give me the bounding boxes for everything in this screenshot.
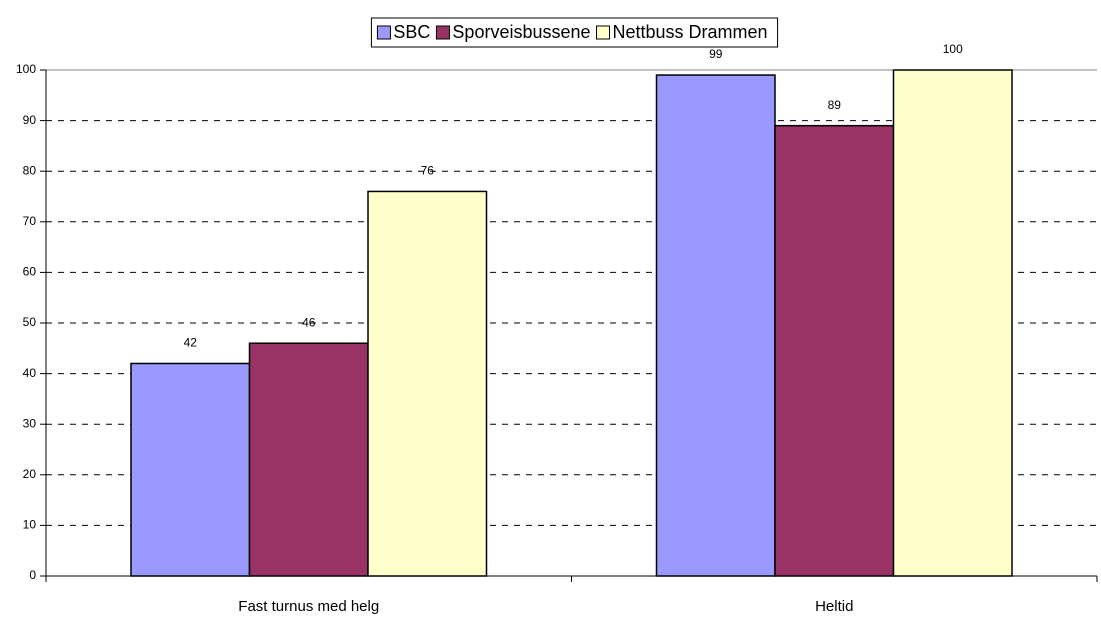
y-tick-label: 40 — [23, 366, 37, 380]
y-tick-label: 20 — [23, 467, 37, 481]
y-tick-label: 10 — [23, 518, 37, 532]
x-tick-label: Heltid — [815, 598, 853, 615]
value-label: 99 — [709, 47, 723, 61]
bar — [367, 190, 488, 577]
value-label: 100 — [943, 42, 963, 56]
y-tick-label: 30 — [23, 416, 37, 430]
y-tick-label: 100 — [16, 62, 36, 76]
y-tick-label: 0 — [29, 568, 36, 582]
x-tick-label: Fast turnus med helg — [238, 598, 379, 615]
legend-label: Nettbuss Drammen — [613, 22, 768, 42]
y-tick-label: 70 — [23, 214, 37, 228]
value-label: 42 — [184, 336, 198, 350]
bar — [130, 362, 251, 577]
value-label: 46 — [302, 315, 316, 329]
bar — [655, 74, 776, 577]
bar — [248, 342, 369, 577]
bar — [892, 69, 1013, 577]
bar — [774, 124, 895, 577]
y-tick-label: 50 — [23, 315, 37, 329]
value-label: 76 — [421, 164, 435, 178]
legend-swatch — [435, 25, 450, 40]
y-tick-label: 60 — [23, 265, 37, 279]
legend-label: SBC — [393, 22, 430, 42]
legend-swatch — [376, 25, 391, 40]
y-tick-label: 80 — [23, 163, 37, 177]
y-tick-label: 90 — [23, 113, 37, 127]
value-label: 89 — [828, 98, 842, 112]
legend-label: Sporveisbussene — [452, 22, 590, 42]
legend-swatch — [596, 25, 611, 40]
